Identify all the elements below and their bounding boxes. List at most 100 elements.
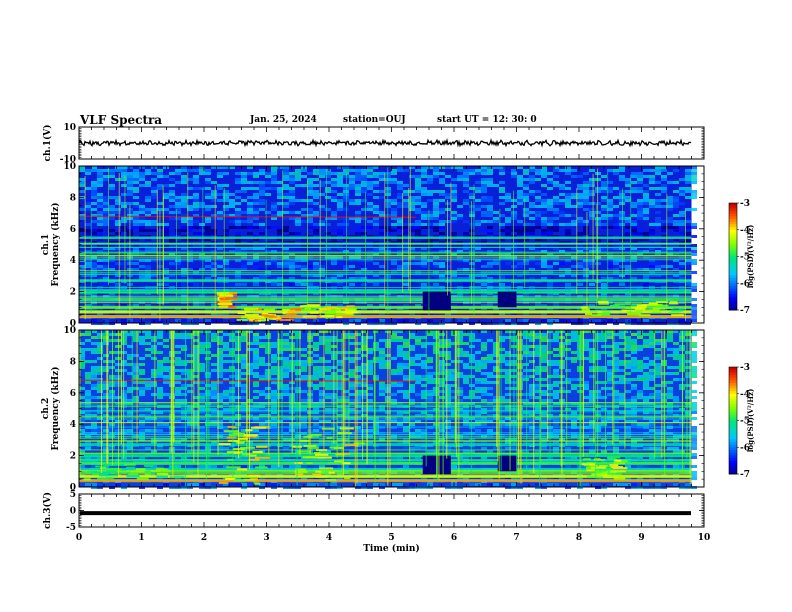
- spectrogram-cell: [85, 202, 91, 205]
- spectrogram-cell: [451, 232, 457, 235]
- spectrogram-cell: [601, 345, 607, 348]
- spectrogram-cell: [181, 369, 187, 372]
- spectrogram-cell: [403, 354, 409, 357]
- spectrogram-cell: [601, 339, 607, 342]
- spectrogram-cell: [601, 238, 607, 241]
- spectrogram-cell: [517, 378, 523, 381]
- spectrogram-cell: [211, 396, 217, 399]
- spectrogram-cell: [373, 166, 379, 169]
- spectrogram-cell: [223, 360, 229, 363]
- colorbar-segment: [729, 288, 737, 292]
- spectrogram-cell: [667, 336, 673, 339]
- spectrogram-cell: [535, 354, 541, 357]
- spectrogram-cell: [619, 199, 625, 202]
- spectrogram-cell: [355, 319, 361, 322]
- spectrogram-cell: [109, 381, 115, 384]
- spectrogram-cell: [175, 381, 181, 384]
- spectrogram-cell: [361, 354, 367, 357]
- spectrogram-cell: [319, 193, 325, 196]
- spectrogram-cell: [313, 378, 319, 381]
- spectrogram-cell: [547, 202, 553, 205]
- spectrogram-cell: [97, 345, 103, 348]
- spectrogram-cell: [259, 172, 265, 175]
- spectrogram-cell: [421, 253, 427, 256]
- spectrogram-cell: [253, 187, 259, 190]
- spectrogram-cell: [133, 250, 139, 253]
- spectrogram-cell: [349, 381, 355, 384]
- spectrogram-cell: [427, 342, 433, 345]
- spectrogram-cell: [565, 381, 571, 384]
- spectrogram-cell: [277, 214, 283, 217]
- spectrogram-cell: [349, 202, 355, 205]
- spectrogram-cell: [469, 211, 475, 214]
- spectrogram-cell: [355, 229, 361, 232]
- spectrogram-cell: [139, 265, 145, 268]
- spectrogram-cell: [499, 259, 505, 262]
- spectrogram-cell: [145, 211, 151, 214]
- spectrogram-cell: [373, 277, 379, 280]
- spectrogram-cell: [559, 268, 565, 271]
- spectrogram-cell: [211, 268, 217, 271]
- spectrogram-cell: [619, 363, 625, 366]
- spectrogram-cell: [307, 172, 313, 175]
- spectrogram-cell: [583, 259, 589, 262]
- spectrogram-cell: [79, 313, 85, 316]
- spectrogram-cell: [355, 175, 361, 178]
- spectrogram-cell: [301, 238, 307, 241]
- spectrogram-cell: [301, 169, 307, 172]
- spectrogram-cell: [325, 393, 331, 396]
- spectrogram-cell: [691, 235, 697, 238]
- spectrogram-cell: [301, 399, 307, 402]
- spectrogram-cell: [97, 202, 103, 205]
- spectrogram-cell: [193, 333, 199, 336]
- spectrogram-cell: [541, 360, 547, 363]
- spectrogram-cell: [259, 169, 265, 172]
- spectrogram-cell: [217, 262, 223, 265]
- spectrogram-cell: [301, 175, 307, 178]
- spectrogram-cell: [229, 348, 235, 351]
- spectrogram-cell: [163, 304, 169, 307]
- spectrogram-cell: [151, 196, 157, 199]
- spectrogram-cell: [439, 384, 445, 387]
- spectrogram-cell: [427, 375, 433, 378]
- spectrogram-cell: [139, 238, 145, 241]
- spectrogram-cell: [337, 184, 343, 187]
- spectrogram-cell: [139, 166, 145, 169]
- spectrogram-cell: [649, 336, 655, 339]
- spectrogram-cell: [637, 205, 643, 208]
- spectrogram-cell: [529, 339, 535, 342]
- spectrogram-cell: [241, 175, 247, 178]
- spectrogram-cell: [421, 313, 427, 316]
- spectrogram-cell: [607, 333, 613, 336]
- spectrogram-cell: [517, 250, 523, 253]
- spectrogram-cell: [289, 304, 295, 307]
- spectrogram-cell: [637, 375, 643, 378]
- spectrogram-cell: [121, 262, 127, 265]
- spectrogram-cell: [199, 330, 205, 333]
- spectrogram-cell: [673, 274, 679, 277]
- spectrogram-cell: [307, 256, 313, 259]
- spectrogram-cell: [199, 348, 205, 351]
- spectrogram-cell: [295, 378, 301, 381]
- spectrogram-cell: [559, 253, 565, 256]
- spectrogram-cell: [181, 238, 187, 241]
- spectrogram-cell: [636, 304, 648, 307]
- spectrogram-cell: [367, 369, 373, 372]
- spectrogram-cell: [499, 202, 505, 205]
- spectrogram-band: [79, 310, 692, 314]
- spectrogram-cell: [583, 241, 589, 244]
- spectrogram-cell: [133, 396, 139, 399]
- spectrogram-cell: [427, 181, 433, 184]
- spectrogram-cell: [421, 360, 427, 363]
- spectrogram-cell: [361, 232, 367, 235]
- spectrogram-cell: [481, 366, 487, 369]
- spectrogram-cell: [97, 262, 103, 265]
- spectrogram-cell: [217, 369, 223, 372]
- spectrogram-cell: [481, 196, 487, 199]
- spectrogram-cell: [415, 175, 421, 178]
- spectrogram-cell: [649, 232, 655, 235]
- spectrogram-cell: [145, 265, 151, 268]
- spectrogram-cell: [613, 172, 619, 175]
- spectrogram-cell: [325, 366, 331, 369]
- spectrogram-cell: [259, 202, 265, 205]
